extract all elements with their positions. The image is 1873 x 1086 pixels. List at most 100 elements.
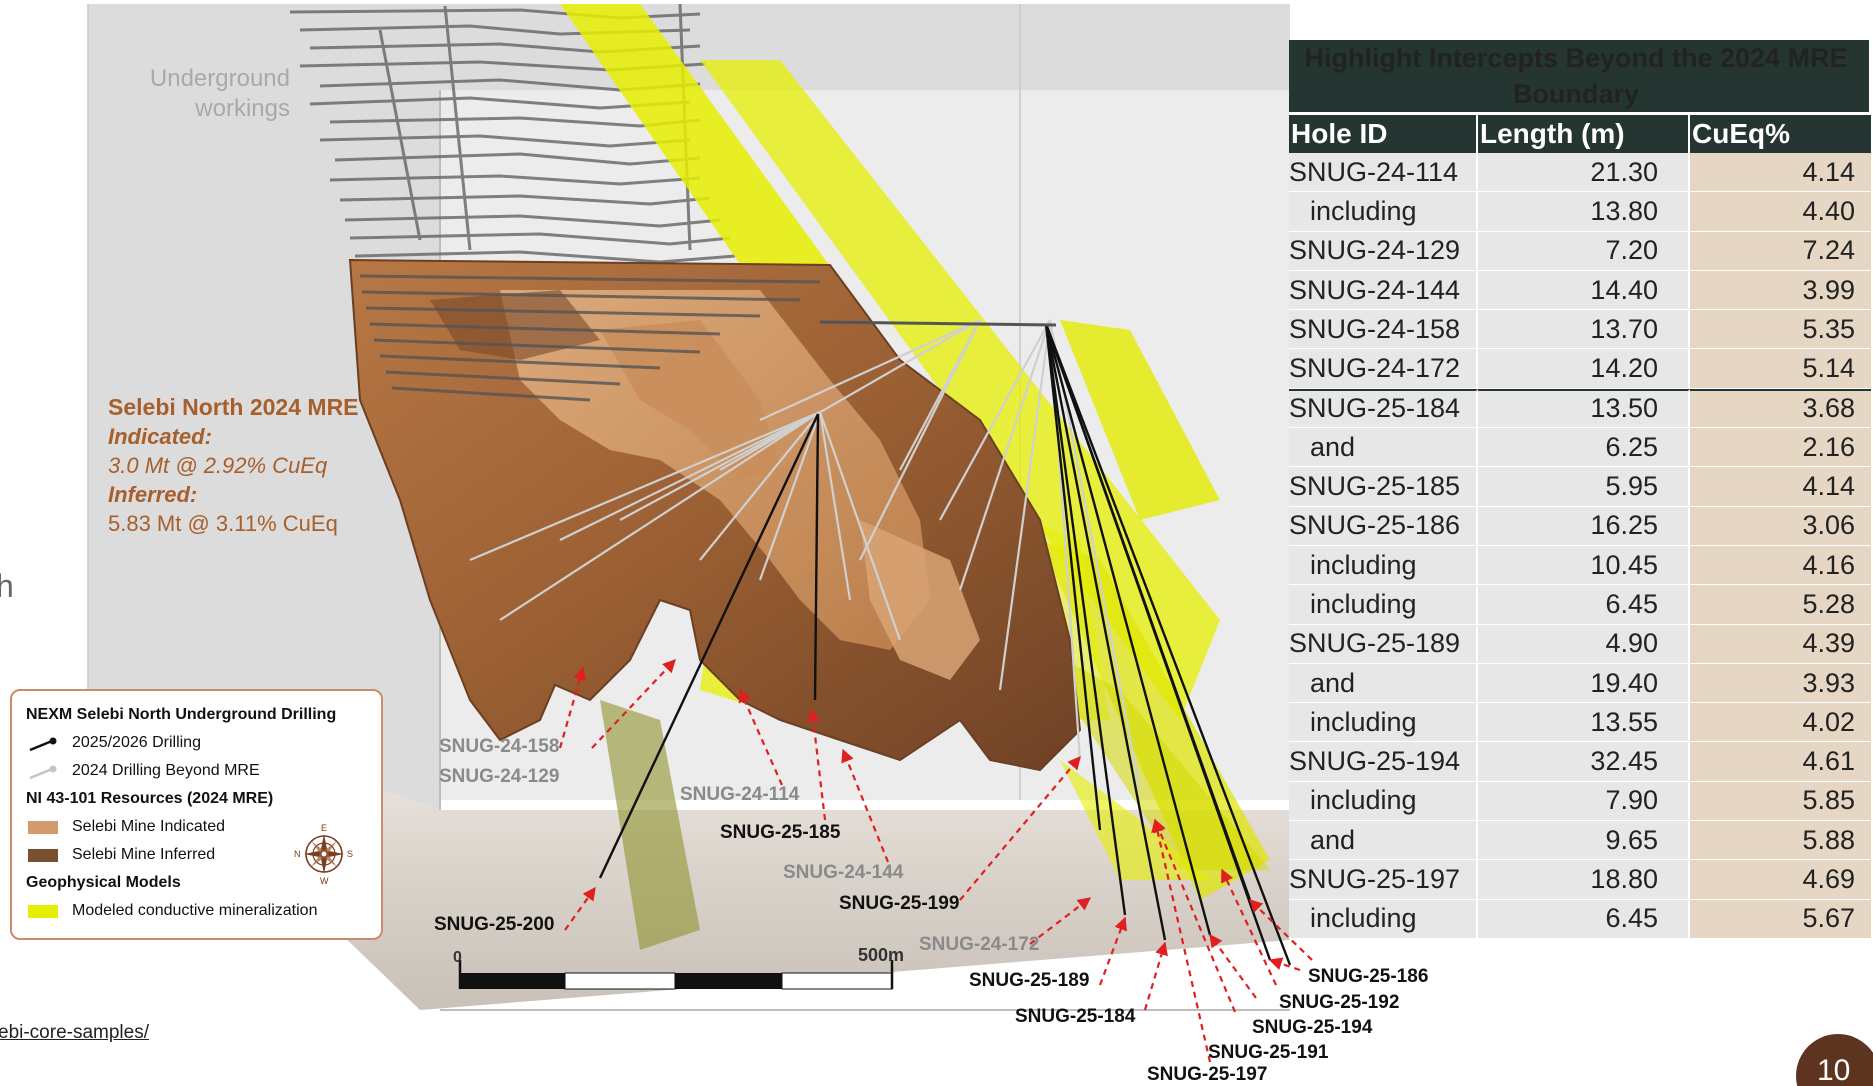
cell-cueq: 3.93: [1690, 663, 1871, 704]
orebody-workings: [359, 274, 821, 402]
legend-item-inferred: Selebi Mine Inferred: [26, 841, 367, 869]
cell-hole-id: SNUG-24-144: [1289, 270, 1478, 311]
hole-label: SNUG-25-192: [1279, 992, 1400, 1013]
table-row: SNUG-24-144 14.40 3.99: [1289, 270, 1871, 311]
table-row: SNUG-25-186 16.25 3.06: [1289, 506, 1871, 546]
cell-length: 4.90: [1478, 624, 1690, 664]
cell-length: 7.20: [1478, 231, 1690, 271]
table-row: including 6.45 5.28: [1289, 585, 1871, 625]
hole-label: SNUG-24-158: [439, 736, 560, 757]
map-legend: NEXM Selebi North Underground Drilling 2…: [10, 689, 383, 940]
table-title: Highlight Intercepts Beyond the 2024 MRE…: [1289, 40, 1871, 113]
cell-cueq: 5.14: [1690, 349, 1871, 389]
cell-length: 5.95: [1478, 467, 1690, 507]
cell-hole-id: SNUG-24-172: [1289, 349, 1478, 389]
cell-cueq: 3.68: [1690, 388, 1871, 429]
drill-lines-2024: [469, 318, 1142, 791]
hole-label: SNUG-24-129: [439, 766, 560, 787]
cell-length: 14.40: [1478, 270, 1690, 311]
cell-hole-id: SNUG-25-189: [1289, 624, 1478, 664]
hole-label: SNUG-25-197: [1147, 1064, 1268, 1085]
compass-n: N: [294, 849, 301, 859]
cell-hole-id: SNUG-24-129: [1289, 231, 1478, 271]
orebody-model: [348, 258, 1082, 772]
hole-label: SNUG-24-172: [919, 934, 1040, 955]
left-text-fragment: h: [0, 568, 14, 604]
drill-line-black-icon: [29, 737, 57, 751]
table-row: SNUG-25-185 5.95 4.14: [1289, 467, 1871, 507]
legend-title: NEXM Selebi North Underground Drilling: [26, 706, 337, 723]
source-link[interactable]: ebi-core-samples/: [0, 1022, 149, 1043]
inferred-swatch: [28, 849, 58, 862]
cell-hole-id: SNUG-24-158: [1289, 310, 1478, 350]
cell-cueq: 5.85: [1690, 781, 1871, 822]
cell-hole-id: including: [1289, 899, 1478, 939]
cell-length: 6.45: [1478, 585, 1690, 625]
table-row: SNUG-25-189 4.90 4.39: [1289, 624, 1871, 664]
table-row: including 6.45 5.67: [1289, 899, 1871, 939]
cell-cueq: 4.40: [1690, 192, 1871, 232]
hole-label: SNUG-25-189: [969, 970, 1090, 991]
col-length: Length (m): [1478, 113, 1690, 153]
hole-label: SNUG-25-186: [1308, 966, 1429, 987]
cell-length: 19.40: [1478, 663, 1690, 704]
table-row: and 6.25 2.16: [1289, 428, 1871, 468]
cell-cueq: 7.24: [1690, 231, 1871, 271]
cell-length: 32.45: [1478, 742, 1690, 782]
cell-cueq: 2.16: [1690, 428, 1871, 468]
table-row: and 9.65 5.88: [1289, 821, 1871, 861]
cell-length: 7.90: [1478, 781, 1690, 822]
hole-label-leaders: [558, 659, 1313, 1063]
table-row: including 7.90 5.85: [1289, 781, 1871, 822]
scale-end: 500m: [858, 945, 904, 965]
cell-hole-id: SNUG-25-185: [1289, 467, 1478, 507]
mre-title: Selebi North 2024 MRE: [108, 394, 359, 420]
legend-resources-title: NI 43-101 Resources (2024 MRE): [26, 790, 274, 807]
cell-hole-id: SNUG-25-184: [1289, 388, 1478, 429]
cell-length: 14.20: [1478, 349, 1690, 389]
cell-length: 21.30: [1478, 153, 1690, 193]
drill-collar-drift: [819, 320, 1057, 327]
cell-cueq: 4.02: [1690, 703, 1871, 743]
compass-e: E: [321, 823, 327, 833]
legend-geo-title: Geophysical Models: [26, 874, 181, 891]
hole-label: SNUG-25-191: [1208, 1042, 1329, 1063]
cell-hole-id: SNUG-25-194: [1289, 742, 1478, 782]
cell-cueq: 4.69: [1690, 860, 1871, 900]
table-row: and 19.40 3.93: [1289, 663, 1871, 704]
table-row: SNUG-24-129 7.20 7.24: [1289, 231, 1871, 271]
mre-summary: Selebi North 2024 MRE Indicated: 3.0 Mt …: [108, 393, 359, 538]
intercepts-table: Highlight Intercepts Beyond the 2024 MRE…: [1289, 40, 1871, 939]
cell-length: 6.25: [1478, 428, 1690, 468]
cell-hole-id: and: [1289, 821, 1478, 861]
scale-bar: 0 500m: [453, 945, 904, 990]
table-row: SNUG-24-158 13.70 5.35: [1289, 310, 1871, 350]
cell-length: 18.80: [1478, 860, 1690, 900]
col-hole-id: Hole ID: [1289, 113, 1478, 153]
cell-cueq: 4.61: [1690, 742, 1871, 782]
cell-hole-id: including: [1289, 545, 1478, 586]
cell-cueq: 4.14: [1690, 153, 1871, 193]
cell-length: 9.65: [1478, 821, 1690, 861]
cell-cueq: 5.88: [1690, 821, 1871, 861]
cell-hole-id: SNUG-24-114: [1289, 153, 1478, 193]
hole-label: SNUG-25-184: [1015, 1006, 1136, 1027]
cell-hole-id: SNUG-25-186: [1289, 506, 1478, 546]
table-row: SNUG-24-114 21.30 4.14: [1289, 153, 1871, 193]
cell-length: 13.55: [1478, 703, 1690, 743]
indicated-swatch: [28, 821, 58, 834]
table-row: SNUG-25-194 32.45 4.61: [1289, 742, 1871, 782]
drill-lines-2025: [598, 323, 1292, 966]
hole-label: SNUG-25-194: [1252, 1017, 1373, 1038]
compass-s: S: [347, 849, 353, 859]
table-row: SNUG-25-197 18.80 4.69: [1289, 860, 1871, 900]
hole-label: SNUG-25-185: [720, 822, 841, 843]
cell-hole-id: including: [1289, 192, 1478, 232]
cell-hole-id: and: [1289, 663, 1478, 704]
cell-cueq: 4.14: [1690, 467, 1871, 507]
cell-length: 13.80: [1478, 192, 1690, 232]
cell-hole-id: SNUG-25-197: [1289, 860, 1478, 900]
legend-item-2024-drilling: 2024 Drilling Beyond MRE: [26, 757, 367, 785]
compass-w: W: [320, 876, 329, 886]
